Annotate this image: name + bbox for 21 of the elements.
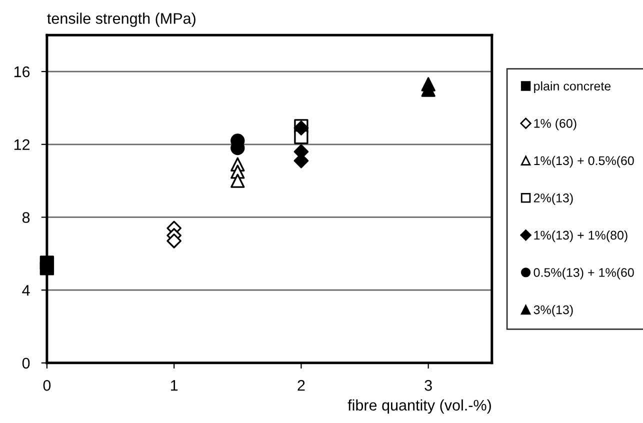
y-tick-label: 0 [22,358,30,369]
legend-label: 2%(13) [534,193,573,205]
legend-label: 3%(13) [534,305,573,317]
point [166,233,182,248]
legend-label: 0.5%(13) + 1%(60 [534,268,634,280]
legend-label: 1% (60) [534,118,576,130]
y-axis-title: tensile strength (MPa) [47,12,196,27]
x-tick-label: 3 [424,380,432,391]
x-tick-label: 2 [298,380,305,391]
y-tick-label: 4 [22,285,30,296]
legend-label: 1%(13) + 1%(80) [534,230,628,242]
y-tick-label: 8 [22,212,30,223]
point [40,256,54,270]
x-axis-title: fibre quantity (vol.-%) [348,399,491,414]
y-tick-label: 12 [14,139,30,150]
x-tick-label: 1 [170,380,178,391]
legend-label: plain concrete [534,81,611,94]
point [230,174,245,188]
y-tick-label: 16 [14,66,30,78]
x-tick-label: 0 [43,380,51,391]
legend-label: 1%(13) + 0.5%(60 [534,156,634,168]
